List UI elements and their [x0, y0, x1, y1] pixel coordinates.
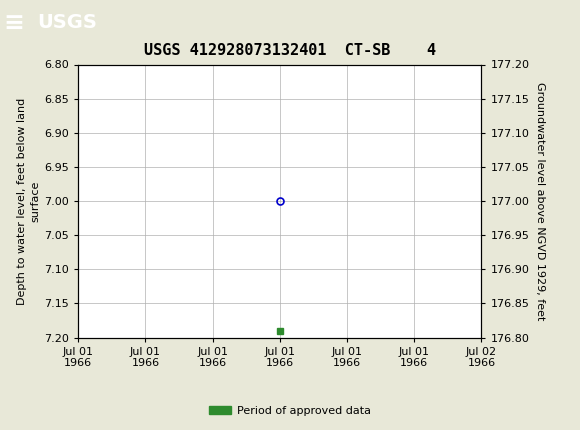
Text: ≡: ≡: [3, 11, 24, 34]
Legend: Period of approved data: Period of approved data: [205, 401, 375, 420]
Y-axis label: Groundwater level above NGVD 1929, feet: Groundwater level above NGVD 1929, feet: [535, 82, 545, 320]
Text: USGS 412928073132401  CT-SB    4: USGS 412928073132401 CT-SB 4: [144, 43, 436, 58]
Text: USGS: USGS: [38, 13, 97, 32]
Y-axis label: Depth to water level, feet below land
surface: Depth to water level, feet below land su…: [17, 98, 40, 304]
